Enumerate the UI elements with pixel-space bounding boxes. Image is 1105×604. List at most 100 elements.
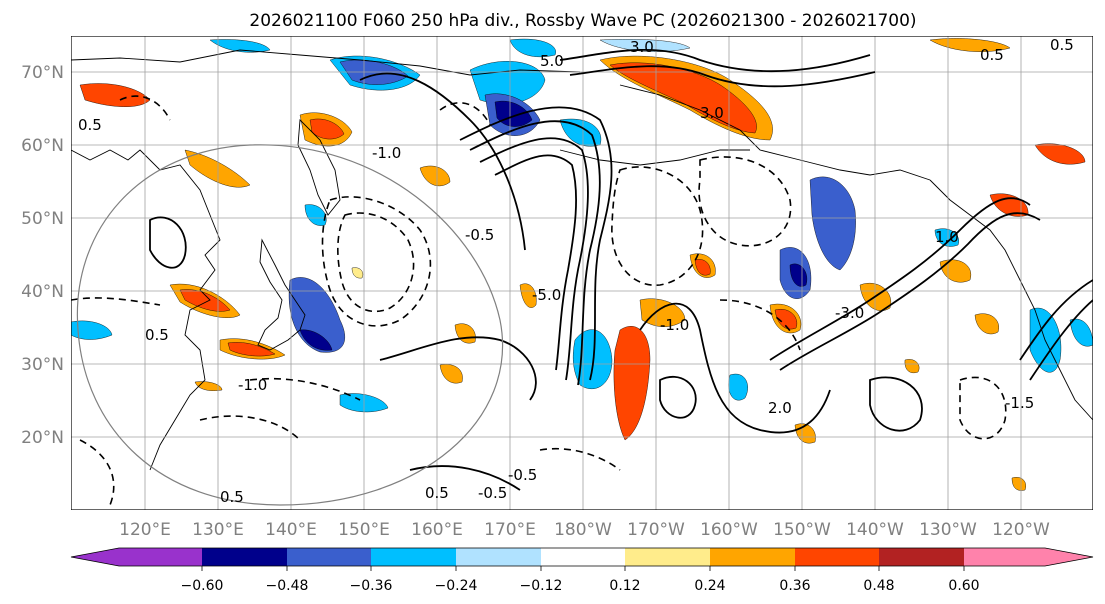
contour-label: -0.5 xyxy=(465,226,494,244)
contour-label: 2.0 xyxy=(768,399,792,417)
contour-label: -1.5 xyxy=(1005,394,1034,412)
colorbar-segment xyxy=(287,548,371,566)
coastline-arctic xyxy=(71,49,581,76)
contour-label: 3.0 xyxy=(630,38,654,56)
contour-negative xyxy=(959,376,1007,440)
colorbar-tick-label: −0.12 xyxy=(520,578,563,594)
map-background xyxy=(71,36,1093,510)
contour-positive xyxy=(494,154,577,371)
colorbar-tick-label: −0.36 xyxy=(350,578,393,594)
contour-positive xyxy=(359,72,526,251)
colorbar-segment xyxy=(541,548,625,566)
rossby-wave-contours-negative xyxy=(71,95,1007,506)
contour-negative xyxy=(698,156,792,247)
latitude-labels: 70°N 60°N 50°N 40°N 30°N 20°N xyxy=(21,63,64,448)
colorbar-tick-label: 0.36 xyxy=(779,578,810,594)
divergence-area xyxy=(613,326,651,441)
divergence-area xyxy=(694,259,711,276)
lon-label: 180°W xyxy=(554,520,612,540)
lon-label: 160°W xyxy=(700,520,758,540)
colorbar-tick-label: −0.48 xyxy=(266,578,309,594)
lon-label: 130°E xyxy=(192,520,244,540)
great-circle-arc xyxy=(76,144,504,506)
lon-label: 170°E xyxy=(484,520,536,540)
divergence-area xyxy=(439,364,463,384)
contour-label: 0.5 xyxy=(1050,36,1074,54)
colorbar-tick-labels: −0.60 −0.48 −0.36 −0.24 −0.12 0.12 0.24 … xyxy=(181,578,980,594)
lat-label: 50°N xyxy=(21,209,64,229)
colorbar-segment xyxy=(964,548,1045,566)
contour-negative xyxy=(119,95,171,121)
coastline-na-west xyxy=(929,179,1093,421)
colorbar-tick-label: 0.60 xyxy=(948,578,979,594)
contour-negative xyxy=(199,415,301,441)
contour-positive xyxy=(149,216,187,269)
colorbar-tick-label: 0.24 xyxy=(694,578,725,594)
lon-label: 130°W xyxy=(919,520,977,540)
lat-label: 20°N xyxy=(21,428,64,448)
coastline-aleutians xyxy=(559,149,750,166)
contour-negative xyxy=(337,212,415,313)
convergence-area xyxy=(304,204,327,226)
contour-labels: 5.0 -5.0 -1.0 -1.0 0.5 0.5 -0.5 -0.5 0.5… xyxy=(78,36,1074,506)
divergence-area xyxy=(974,313,999,335)
convergence-area xyxy=(71,320,113,340)
coastlines xyxy=(71,49,1093,471)
contour-label: 1.0 xyxy=(935,228,959,246)
lat-label: 60°N xyxy=(21,136,64,156)
colorbar-outline xyxy=(70,547,1094,567)
map-title: 2026021100 F060 250 hPa div., Rossby Wav… xyxy=(249,11,916,31)
contour-label: 0.5 xyxy=(425,484,449,502)
colorbar-extension-min xyxy=(71,548,119,566)
divergence-area xyxy=(227,342,276,357)
colorbar-tick-label: 0.48 xyxy=(863,578,894,594)
contour-label: 3.0 xyxy=(700,104,724,122)
contour-negative xyxy=(79,439,115,506)
contour-positive xyxy=(569,65,876,88)
divergence-area xyxy=(774,309,798,330)
divergence-area xyxy=(639,298,686,327)
contour-label: -0.5 xyxy=(478,484,507,502)
lon-label: 160°E xyxy=(411,520,463,540)
divergence-area xyxy=(184,149,251,188)
colorbar-segment xyxy=(879,548,964,566)
coastline-asia xyxy=(71,149,221,471)
lon-label: 140°E xyxy=(265,520,317,540)
lat-label: 30°N xyxy=(21,355,64,375)
coastline-alaska xyxy=(619,84,931,181)
contour-label: -3.0 xyxy=(835,304,864,322)
contour-positive xyxy=(559,48,871,73)
colorbar-tick-label: 0.12 xyxy=(609,578,640,594)
divergence-area xyxy=(351,267,364,279)
contour-label: -1.0 xyxy=(660,316,689,334)
lon-label: 140°W xyxy=(846,520,904,540)
convergence-area xyxy=(509,38,556,58)
lat-label: 70°N xyxy=(21,63,64,83)
colorbar-segment xyxy=(119,548,202,566)
lon-label: 120°W xyxy=(992,520,1050,540)
convergence-area xyxy=(599,39,691,52)
contour-positive xyxy=(409,465,521,491)
colorbar-segment xyxy=(202,548,287,566)
colorbar-extension-max xyxy=(1045,548,1093,566)
contour-label: 0.5 xyxy=(78,116,102,134)
contour-negative xyxy=(611,166,704,286)
divergence-area xyxy=(519,283,537,308)
coastline-kamchatka xyxy=(297,118,341,216)
colorbar-segment xyxy=(371,548,456,566)
colorbar-segment xyxy=(710,548,795,566)
contour-label: -0.5 xyxy=(508,466,537,484)
contour-negative xyxy=(249,377,361,401)
contour-negative xyxy=(321,196,432,327)
contour-label: 0.5 xyxy=(980,46,1004,64)
contour-negative xyxy=(719,299,801,351)
contour-positive xyxy=(459,106,613,381)
lon-label: 150°E xyxy=(338,520,390,540)
contour-label: 5.0 xyxy=(540,52,564,70)
divergence-area xyxy=(929,38,1011,52)
map-panel: 5.0 -5.0 -1.0 -1.0 0.5 0.5 -0.5 -0.5 0.5… xyxy=(71,36,1093,510)
colorbar-segment xyxy=(795,548,879,566)
divergence-area xyxy=(419,165,451,187)
contour-negative xyxy=(439,101,491,126)
colorbar-tick-label: −0.60 xyxy=(181,578,224,594)
